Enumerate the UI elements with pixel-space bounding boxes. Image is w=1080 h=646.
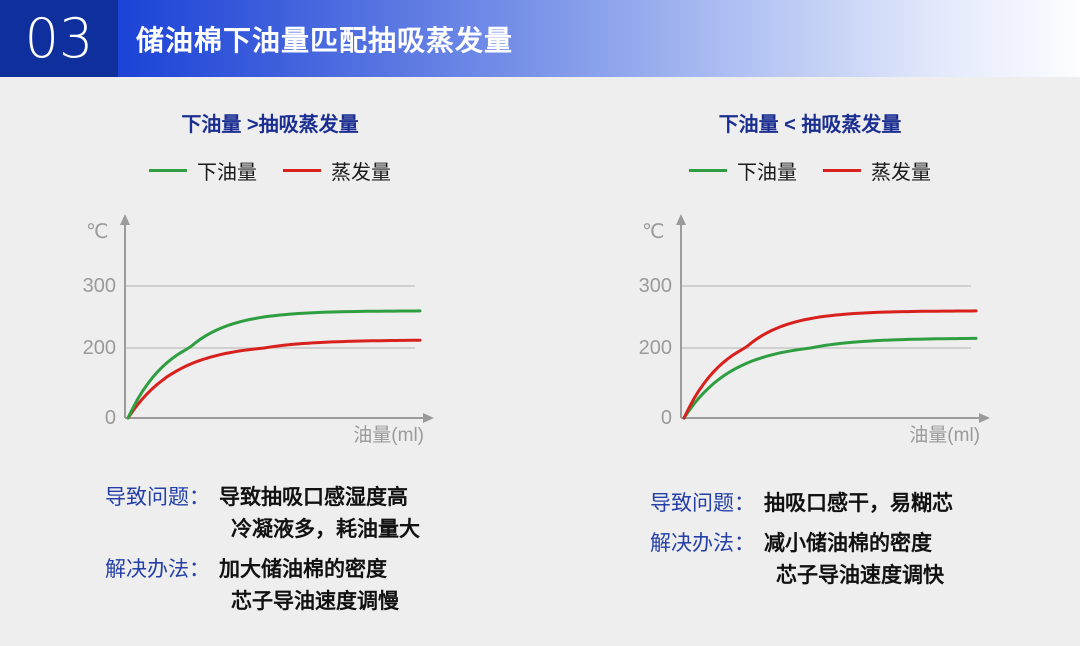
section-number: 03	[24, 7, 94, 70]
legend-label: 下油量	[197, 162, 257, 184]
solution-line: 加大储油棉的密度	[219, 558, 387, 581]
legend-line-red-icon	[283, 169, 321, 172]
problem-text: 抽吸口感干，易糊芯	[764, 488, 953, 520]
chart-oil-greater: 0 200 300 ℃ 油量(ml)	[70, 208, 450, 458]
legend-label: 蒸发量	[331, 162, 391, 184]
problem-text: 导致抽吸口感湿度高 冷凝液多，耗油量大	[219, 482, 420, 546]
panel-title: 下油量 >抽吸蒸发量	[181, 114, 359, 136]
problem-row: 导致问题： 抽吸口感干，易糊芯	[650, 488, 953, 520]
panel-oil-less: 下油量 < 抽吸蒸发量 下油量 蒸发量 0 200 300 ℃ 油量(ml) 导致问题：…	[540, 77, 1080, 646]
line-chart: 0 200 300 ℃ 油量(ml)	[639, 214, 990, 446]
line-chart: 0 200 300 ℃ 油量(ml)	[83, 214, 434, 446]
x-axis-label: 油量(ml)	[909, 424, 980, 446]
y-tick-label-300: 300	[639, 275, 672, 297]
y-axis-arrow-icon	[676, 214, 686, 225]
legend-item-evaporation: 蒸发量	[823, 156, 931, 185]
legend: 下油量 蒸发量	[0, 156, 540, 185]
y-axis-arrow-icon	[120, 214, 130, 225]
legend-line-green-icon	[149, 169, 187, 172]
solution-row: 解决办法： 加大储油棉的密度 芯子导油速度调慢	[105, 554, 420, 618]
notes-block: 导致问题： 抽吸口感干，易糊芯 解决办法： 减小储油棉的密度 芯子导油速度调快	[650, 488, 953, 592]
legend-item-evaporation: 蒸发量	[283, 156, 391, 185]
header-bar: 03 储油棉下油量匹配抽吸蒸发量	[0, 0, 1080, 77]
legend: 下油量 蒸发量	[540, 156, 1080, 185]
solution-label: 解决办法：	[650, 532, 755, 555]
panel-title: 下油量 < 抽吸蒸发量	[718, 114, 902, 136]
notes-block: 导致问题： 导致抽吸口感湿度高 冷凝液多，耗油量大 解决办法： 加大储油棉的密度…	[105, 482, 420, 618]
curve-蒸发量	[126, 338, 422, 420]
panel-oil-greater: 下油量 >抽吸蒸发量 下油量 蒸发量 0 200 300 ℃ 油量(ml) 导致问题： …	[0, 77, 540, 646]
x-axis-label: 油量(ml)	[353, 424, 424, 446]
problem-row: 导致问题： 导致抽吸口感湿度高 冷凝液多，耗油量大	[105, 482, 420, 546]
legend-label: 蒸发量	[871, 162, 931, 184]
legend-item-oil-supply: 下油量	[149, 156, 257, 185]
y-axis-label: ℃	[642, 221, 664, 243]
y-tick-label-300: 300	[83, 275, 116, 297]
solution-line: 芯子导油速度调快	[776, 564, 944, 587]
solution-label: 解决办法：	[105, 558, 210, 581]
y-tick-label-200: 200	[639, 337, 672, 359]
problem-line: 导致抽吸口感湿度高	[219, 486, 408, 509]
y-axis-label: ℃	[86, 221, 108, 243]
y-tick-label-200: 200	[83, 337, 116, 359]
curve-下油量	[682, 336, 978, 420]
solution-row: 解决办法： 减小储油棉的密度 芯子导油速度调快	[650, 528, 953, 592]
legend-line-red-icon	[823, 169, 861, 172]
curve-蒸发量	[682, 309, 978, 420]
legend-line-green-icon	[689, 169, 727, 172]
legend-item-oil-supply: 下油量	[689, 156, 797, 185]
x-axis-arrow-icon	[979, 413, 990, 423]
solution-text: 减小储油棉的密度 芯子导油速度调快	[764, 528, 944, 592]
problem-line: 抽吸口感干，易糊芯	[764, 492, 953, 515]
slide-title: 储油棉下油量匹配抽吸蒸发量	[136, 24, 514, 56]
solution-line: 芯子导油速度调慢	[231, 590, 399, 613]
y-tick-label-0: 0	[105, 407, 116, 429]
curve-下油量	[126, 309, 422, 420]
legend-label: 下油量	[737, 162, 797, 184]
problem-label: 导致问题：	[105, 486, 210, 509]
section-number-box: 03	[0, 0, 118, 77]
problem-label: 导致问题：	[650, 492, 755, 515]
y-tick-label-0: 0	[661, 407, 672, 429]
header-title-bar: 储油棉下油量匹配抽吸蒸发量	[118, 0, 1080, 77]
x-axis-arrow-icon	[423, 413, 434, 423]
solution-text: 加大储油棉的密度 芯子导油速度调慢	[219, 554, 399, 618]
solution-line: 减小储油棉的密度	[764, 532, 932, 555]
chart-oil-less: 0 200 300 ℃ 油量(ml)	[626, 208, 1006, 458]
problem-line: 冷凝液多，耗油量大	[231, 518, 420, 541]
